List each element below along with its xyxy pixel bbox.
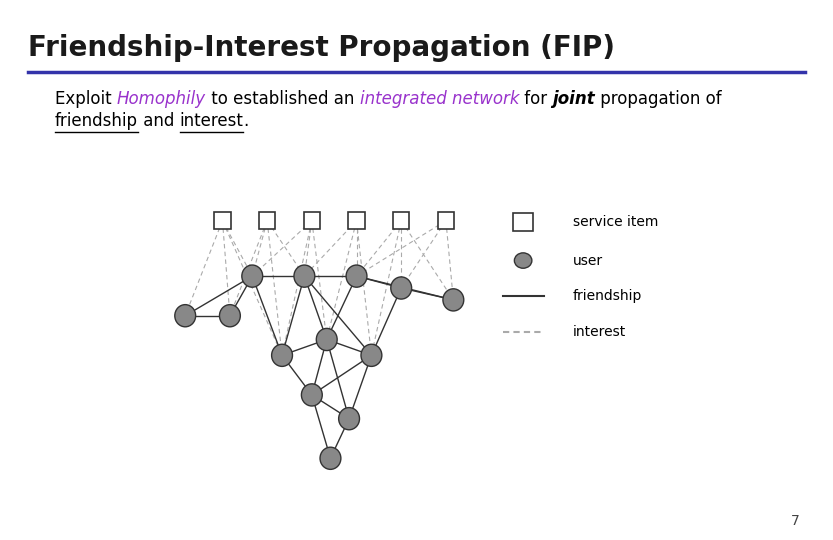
Text: interest: interest [180, 112, 243, 130]
Text: to established an: to established an [206, 90, 360, 108]
Text: service item: service item [573, 215, 658, 229]
Circle shape [443, 289, 464, 311]
Bar [214, 212, 231, 230]
Circle shape [339, 408, 360, 430]
Circle shape [219, 305, 241, 327]
Text: .: . [243, 112, 249, 130]
Text: friendship: friendship [55, 112, 138, 130]
Text: Exploit: Exploit [55, 90, 117, 108]
Text: Homophily: Homophily [117, 90, 206, 108]
Bar [304, 212, 320, 230]
Circle shape [361, 344, 382, 367]
Text: user: user [573, 254, 603, 267]
Circle shape [175, 305, 196, 327]
Circle shape [302, 384, 322, 406]
Text: Friendship-Interest Propagation (FIP): Friendship-Interest Propagation (FIP) [28, 34, 615, 62]
Circle shape [242, 265, 262, 287]
Circle shape [272, 344, 292, 367]
Circle shape [320, 447, 341, 469]
Text: for: for [519, 90, 552, 108]
Circle shape [391, 277, 412, 299]
Circle shape [514, 253, 531, 268]
Text: integrated network: integrated network [360, 90, 519, 108]
Circle shape [294, 265, 315, 287]
Text: 7: 7 [791, 514, 800, 528]
Bar [513, 213, 533, 231]
Circle shape [346, 265, 367, 287]
Text: friendship: friendship [573, 289, 642, 303]
Text: and: and [138, 112, 180, 130]
Text: propagation of: propagation of [596, 90, 722, 108]
Bar [393, 212, 409, 230]
Text: interest: interest [573, 326, 626, 339]
Circle shape [317, 328, 337, 350]
Text: joint: joint [552, 90, 596, 108]
Bar [348, 212, 365, 230]
Bar [259, 212, 276, 230]
Bar [437, 212, 454, 230]
